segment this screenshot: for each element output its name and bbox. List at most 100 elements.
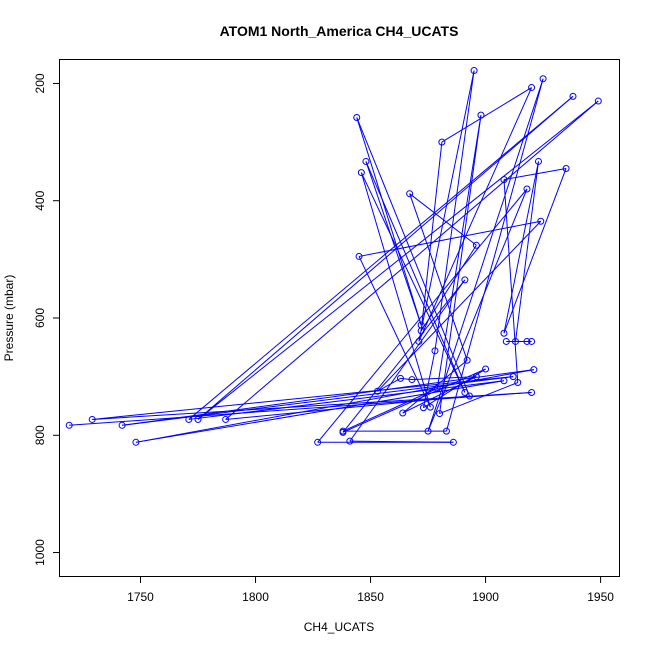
series-segment xyxy=(356,117,422,326)
data-point xyxy=(528,388,536,396)
y-tick-label: 200 xyxy=(33,73,47,93)
series-segment xyxy=(441,87,532,143)
data-point xyxy=(465,392,473,400)
data-point xyxy=(530,366,538,374)
data-point xyxy=(594,97,602,105)
series-segment xyxy=(418,70,475,342)
x-tick-label: 1900 xyxy=(472,590,499,604)
data-point xyxy=(194,415,202,423)
data-point xyxy=(314,438,322,446)
data-point xyxy=(339,427,347,435)
data-point xyxy=(537,217,545,225)
series-segment xyxy=(503,167,567,181)
data-point xyxy=(353,113,361,121)
data-point xyxy=(461,388,469,396)
data-point xyxy=(399,409,407,417)
series-segment xyxy=(197,100,599,420)
series-segment xyxy=(122,369,534,426)
data-point xyxy=(438,138,446,146)
x-axis: 1750 1800 1850 1900 1950 xyxy=(127,576,614,604)
data-point xyxy=(362,157,370,165)
series-segment xyxy=(356,117,470,397)
data-point xyxy=(528,337,536,345)
series-points xyxy=(65,67,602,446)
data-point xyxy=(562,164,570,172)
data-point xyxy=(482,365,490,373)
series-lines xyxy=(69,70,599,443)
data-point xyxy=(396,374,404,382)
series-segment xyxy=(377,377,401,392)
series-segment xyxy=(225,100,599,420)
data-point xyxy=(415,337,423,345)
data-point xyxy=(514,379,522,386)
series-segment xyxy=(503,161,539,334)
series-segment xyxy=(342,387,438,432)
x-axis-label: CH4_UCATS xyxy=(304,620,374,634)
data-point xyxy=(222,415,230,423)
series-segment xyxy=(436,115,482,389)
data-point xyxy=(355,252,363,260)
data-point xyxy=(449,438,457,446)
series-segment xyxy=(422,350,436,408)
series-segment xyxy=(423,368,486,409)
x-tick-label: 1950 xyxy=(587,590,614,604)
data-point xyxy=(65,421,73,429)
series-segment xyxy=(377,220,542,392)
y-tick-label: 1000 xyxy=(33,539,47,566)
series-segment xyxy=(427,78,544,432)
data-point xyxy=(523,337,531,345)
data-point xyxy=(472,373,480,381)
data-point xyxy=(500,329,508,337)
series-segment xyxy=(400,377,413,381)
x-tick-label: 1800 xyxy=(242,590,269,604)
data-point xyxy=(477,111,485,119)
data-point xyxy=(357,169,365,177)
series-segment xyxy=(434,70,475,351)
data-point xyxy=(534,157,542,165)
data-point xyxy=(132,438,140,446)
data-point xyxy=(509,373,517,381)
data-point xyxy=(569,92,577,100)
series-segment xyxy=(197,95,574,420)
data-point xyxy=(346,437,354,445)
series-segment xyxy=(188,380,505,420)
data-point xyxy=(500,176,508,184)
series-segment xyxy=(427,188,528,432)
data-point xyxy=(185,415,193,423)
x-tick-label: 1850 xyxy=(357,590,384,604)
data-point xyxy=(417,327,425,335)
data-point xyxy=(539,75,547,83)
series-segment xyxy=(342,279,466,433)
y-tick-label: 400 xyxy=(33,190,47,210)
series-segment xyxy=(420,142,443,331)
series-segment xyxy=(349,279,466,442)
data-point xyxy=(523,185,531,193)
series-segment xyxy=(514,161,539,342)
data-point xyxy=(436,410,444,418)
series-segment xyxy=(135,369,534,443)
series-segment xyxy=(439,382,518,415)
series-segment xyxy=(418,87,533,342)
data-point xyxy=(502,337,510,345)
data-point xyxy=(406,190,414,198)
series-segment xyxy=(365,161,466,393)
data-point xyxy=(426,403,434,411)
data-point xyxy=(461,276,469,284)
series-segment xyxy=(439,115,482,414)
data-point xyxy=(424,427,432,435)
data-point xyxy=(528,84,536,92)
data-point xyxy=(88,415,96,423)
data-point xyxy=(442,427,450,435)
series-segment xyxy=(188,95,574,420)
data-point xyxy=(433,384,441,392)
data-point xyxy=(118,421,126,429)
y-tick-label: 600 xyxy=(33,308,47,328)
series-segment xyxy=(358,256,431,408)
y-axis-label: Pressure (mbar) xyxy=(2,275,16,362)
series-segment xyxy=(69,391,532,426)
chart-title: ATOM1 North_America CH4_UCATS xyxy=(220,23,459,39)
series-segment xyxy=(503,168,567,334)
data-point xyxy=(431,347,439,355)
